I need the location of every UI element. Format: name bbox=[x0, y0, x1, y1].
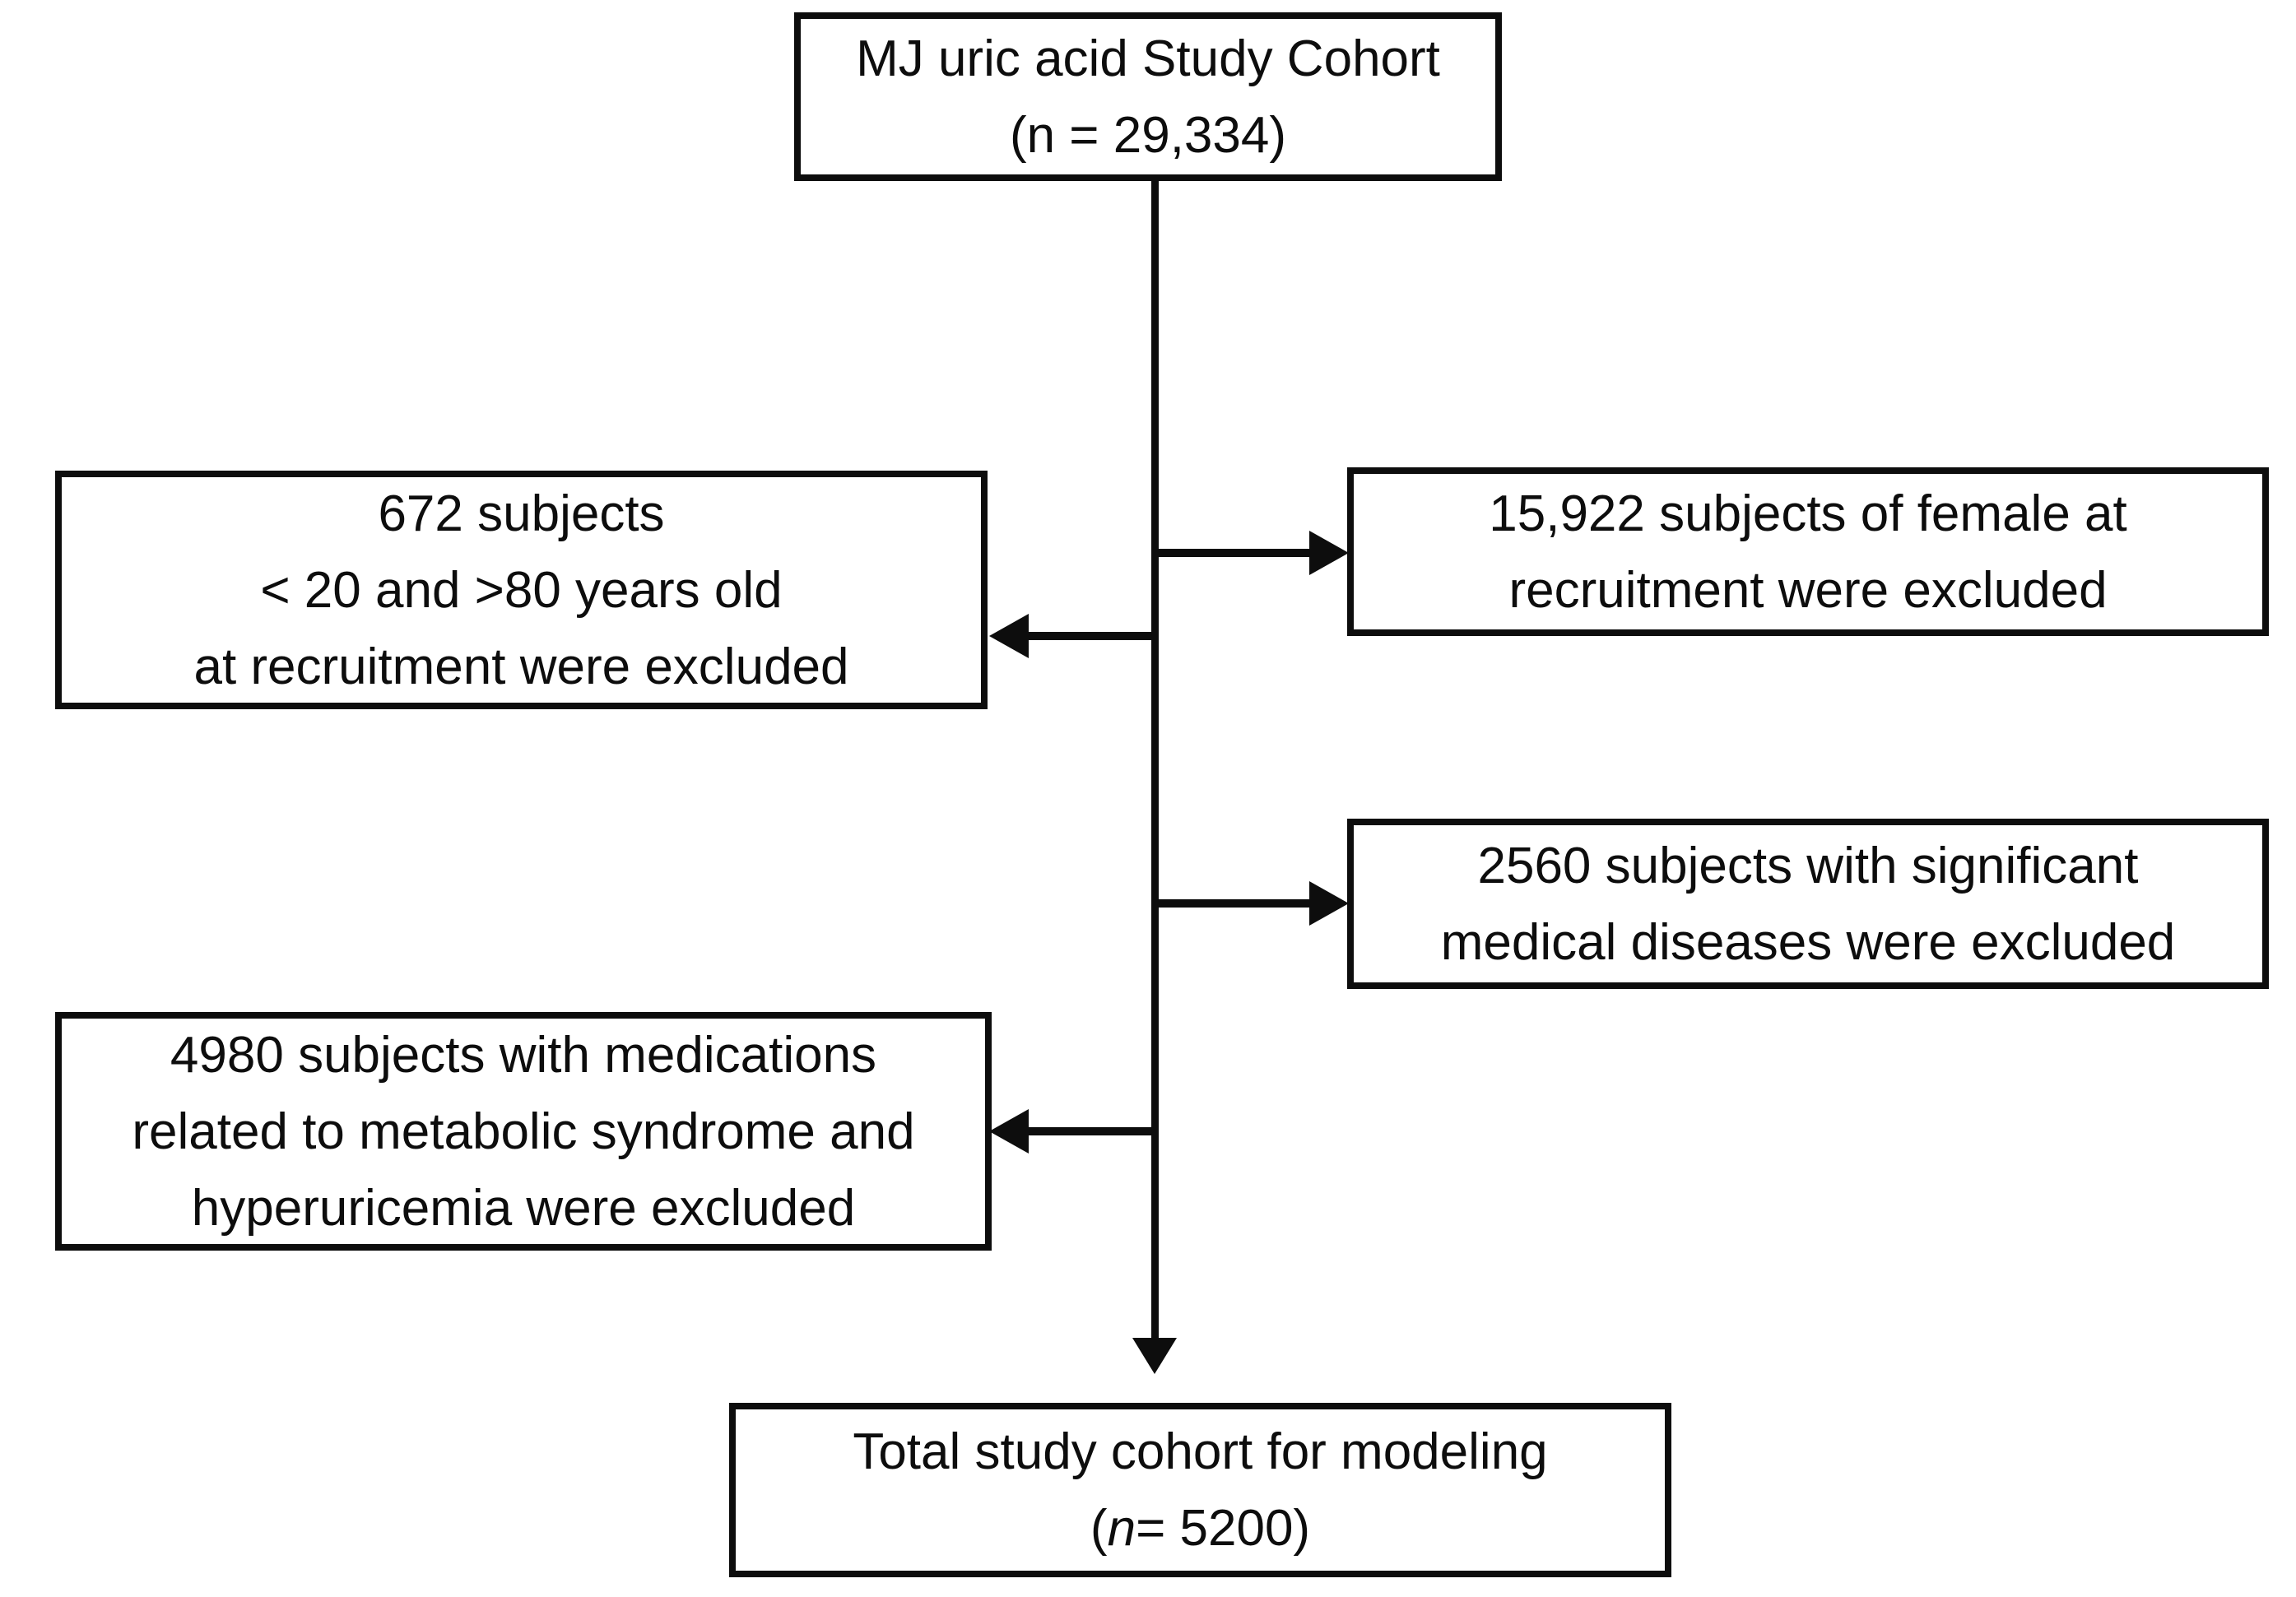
italic-n: n bbox=[1107, 1500, 1136, 1557]
edge-to-excluded-age-line bbox=[1027, 632, 1157, 640]
arrowhead-left-icon bbox=[989, 1109, 1029, 1154]
node-line: < 20 and >80 years old bbox=[260, 561, 783, 619]
node-excluded-age: 672 subjects < 20 and >80 years old at r… bbox=[55, 471, 988, 709]
node-line: at recruitment were excluded bbox=[193, 638, 849, 695]
node-study-cohort: MJ uric acid Study Cohort (n = 29,334) bbox=[794, 12, 1502, 181]
node-line: (n= 5200) bbox=[736, 1490, 1665, 1567]
arrowhead-right-icon bbox=[1309, 531, 1349, 575]
arrowhead-left-icon bbox=[989, 614, 1029, 658]
node-line: (n = 29,334) bbox=[1009, 106, 1287, 164]
node-line: recruitment were excluded bbox=[1508, 561, 2108, 619]
count-rest: = 5200) bbox=[1136, 1500, 1311, 1557]
node-line: 4980 subjects with medications bbox=[170, 1026, 877, 1084]
edge-to-excluded-medications-line bbox=[1027, 1127, 1157, 1135]
node-line: 2560 subjects with significant bbox=[1477, 837, 2139, 894]
node-line: 672 subjects bbox=[378, 485, 665, 542]
node-excluded-female: 15,922 subjects of female at recruitment… bbox=[1347, 467, 2269, 636]
node-line: medical diseases were excluded bbox=[1440, 913, 2176, 971]
node-line: hyperuricemia were excluded bbox=[191, 1179, 856, 1237]
node-line: Total study cohort for modeling bbox=[853, 1423, 1548, 1480]
arrowhead-right-icon bbox=[1309, 881, 1349, 926]
node-excluded-medications: 4980 subjects with medications related t… bbox=[55, 1012, 992, 1251]
edge-to-excluded-medical-line bbox=[1155, 899, 1311, 908]
node-excluded-medical-diseases: 2560 subjects with significant medical d… bbox=[1347, 819, 2269, 989]
paren-open: ( bbox=[1090, 1500, 1108, 1557]
node-final-cohort: Total study cohort for modeling (n= 5200… bbox=[729, 1403, 1671, 1577]
node-line: 15,922 subjects of female at bbox=[1489, 485, 2127, 542]
arrowhead-down-icon bbox=[1132, 1338, 1177, 1374]
node-line: related to metabolic syndrome and bbox=[132, 1103, 915, 1160]
edge-to-excluded-female-line bbox=[1155, 549, 1311, 557]
node-line: MJ uric acid Study Cohort bbox=[856, 30, 1440, 87]
edge-main-vertical-line bbox=[1151, 180, 1159, 1340]
